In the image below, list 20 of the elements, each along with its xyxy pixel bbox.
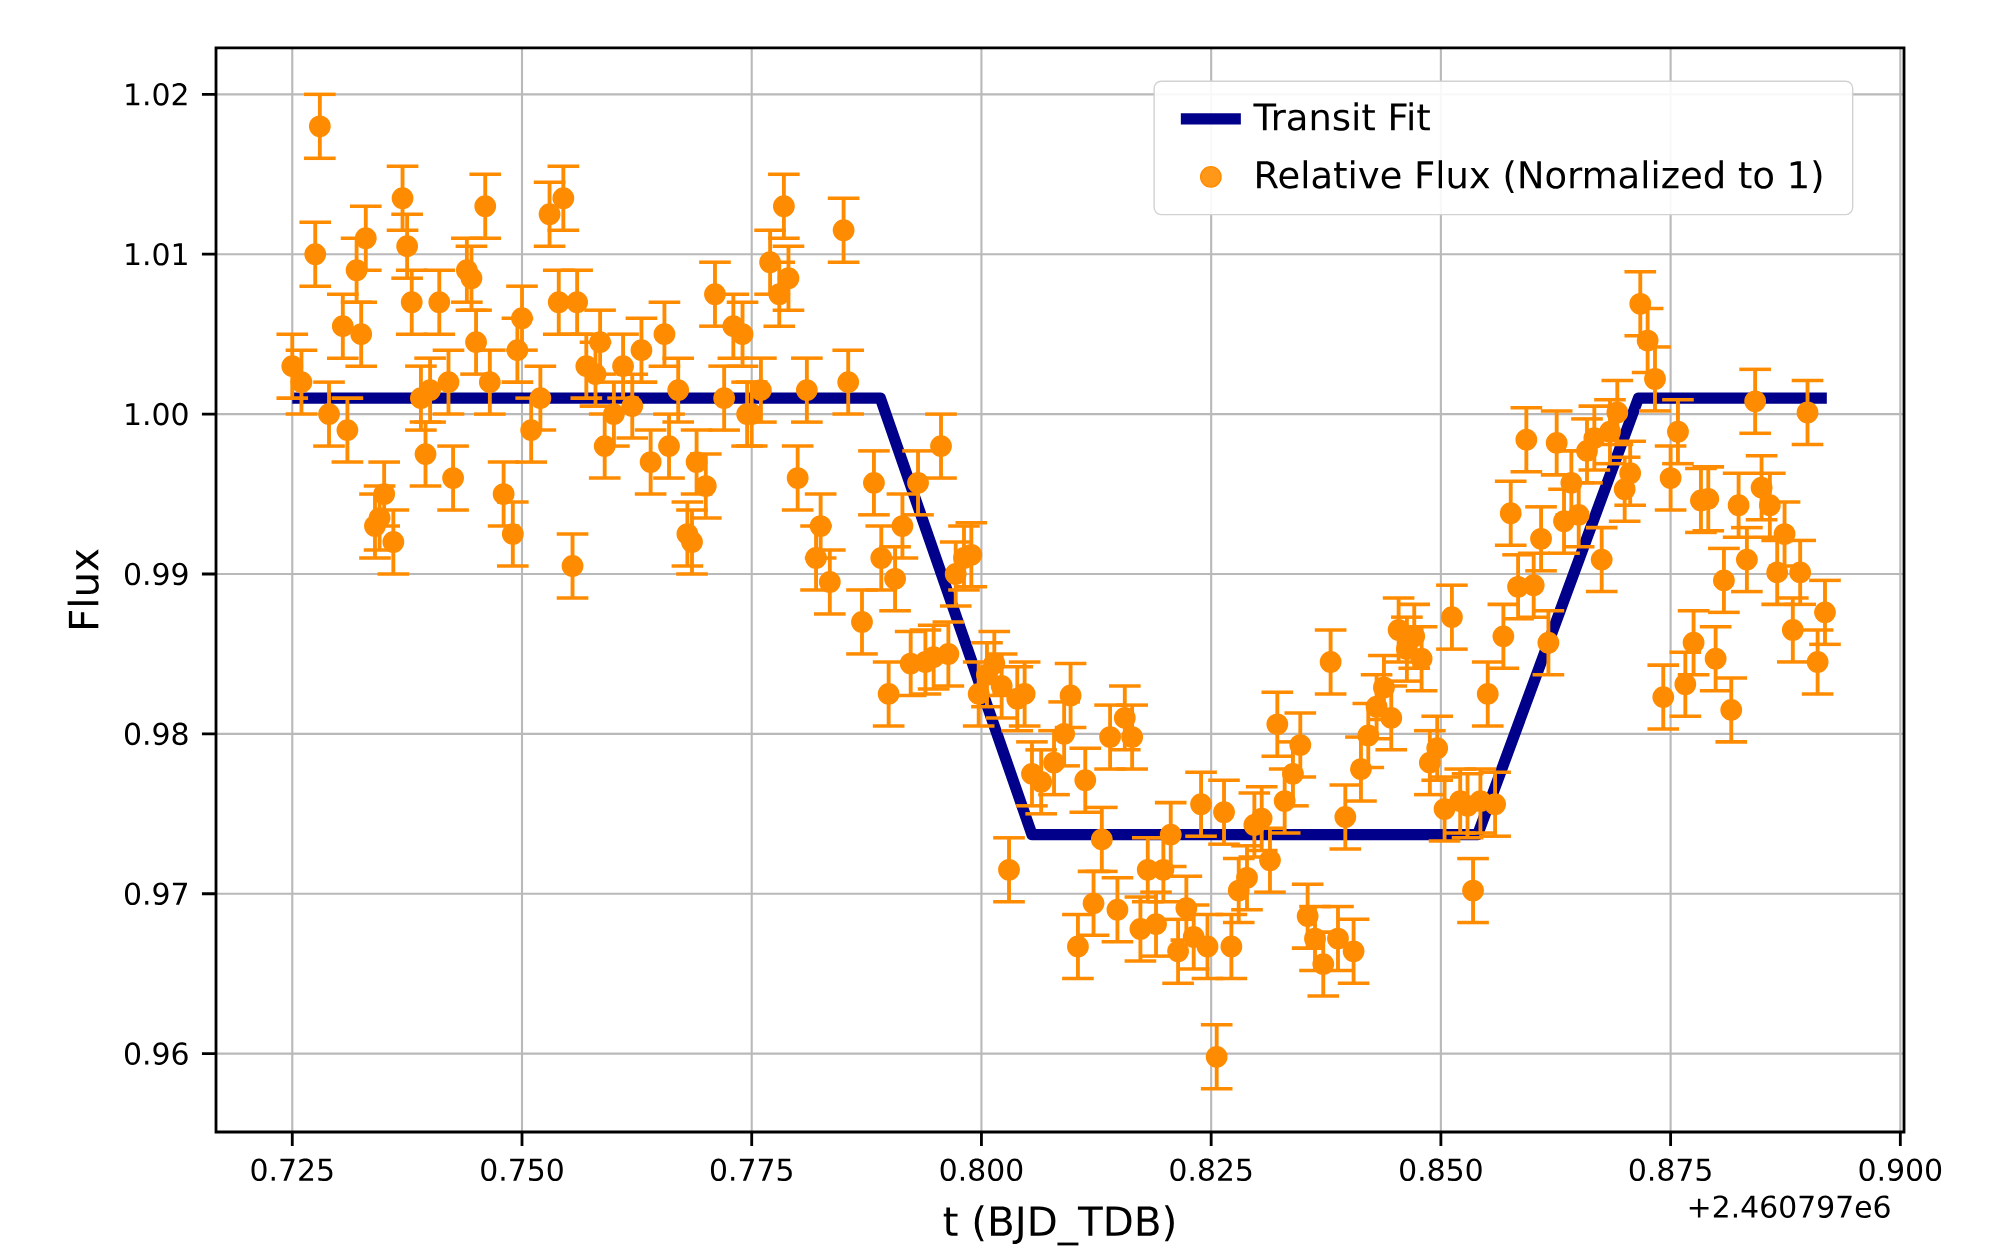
x-tick-label: 0.775 — [710, 1158, 792, 1182]
x-axis-title: t (BJD_TDB) — [943, 1205, 1174, 1246]
legend-label: Relative Flux (Normalized to 1) — [1257, 160, 1822, 194]
y-tick-label: 0.99 — [125, 562, 188, 586]
x-tick-label: 0.900 — [1859, 1158, 1942, 1182]
y-tick-label: 1.01 — [126, 242, 187, 266]
y-tick-label: 1.00 — [126, 402, 188, 426]
legend-label: Transit Fit — [1253, 102, 1430, 131]
y-tick-label: 0.98 — [125, 722, 188, 746]
y-tick-label: 0.96 — [125, 1042, 188, 1065]
y-tick-label: 0.97 — [125, 882, 187, 906]
x-tick-label: 0.800 — [940, 1158, 1023, 1182]
y-axis-title: Flux — [67, 549, 99, 629]
x-tick-label: 0.750 — [481, 1158, 563, 1182]
text: +2.460797e6 — [1689, 1195, 1890, 1218]
x-tick-label: 0.850 — [1400, 1158, 1482, 1182]
x-tick-label: 0.825 — [1170, 1158, 1252, 1182]
y-tick-label: 1.02 — [126, 83, 187, 106]
x-tick-label: 0.875 — [1629, 1158, 1711, 1182]
x-tick-label: 0.725 — [251, 1158, 333, 1182]
